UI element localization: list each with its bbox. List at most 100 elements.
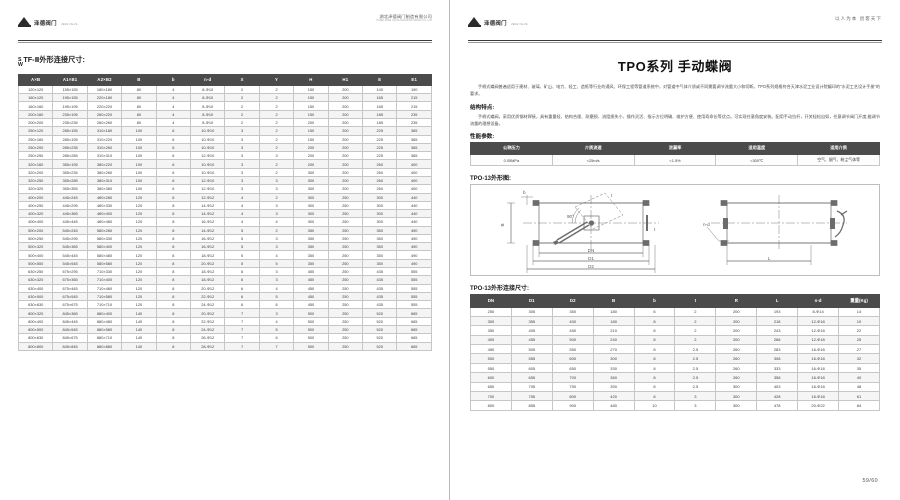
dimension-cell: 14-Φ12 <box>190 209 226 219</box>
dimension-cell: 480×330 <box>86 200 123 211</box>
connection-cell: 8 <box>633 325 676 336</box>
dimension-cell: 6 <box>155 167 192 177</box>
connection-cell: 22 <box>838 325 880 336</box>
connection-cell: 305 <box>510 306 553 317</box>
dimension-cell: 400×320 <box>17 209 54 219</box>
dimension-cell: 2 <box>258 225 295 235</box>
dimension-cell: 3 <box>258 308 295 318</box>
connection-cell: 16-Φ18 <box>797 372 840 383</box>
dimension-cell: 350 <box>362 250 398 260</box>
dimension-cell: 450 <box>293 267 329 277</box>
dimension-cell: 300 <box>362 217 398 227</box>
connection-cell: 358 <box>756 372 799 383</box>
dimension-cell: 400 <box>396 184 432 194</box>
dimension-cell: 120 <box>121 192 157 202</box>
dimension-cell: 4 <box>155 93 192 103</box>
dimension-cell: 5 <box>224 258 260 269</box>
dimension-col-4: b <box>155 74 192 86</box>
dimension-cell: 300 <box>293 175 329 186</box>
dimension-cell: 3 <box>224 175 260 186</box>
dimension-cell: 845×365 <box>52 308 88 318</box>
dimension-cell: 450 <box>293 291 329 302</box>
dimension-cell: 5 <box>258 324 295 335</box>
connection-cell: 650 <box>470 381 512 392</box>
connection-cell: 61 <box>838 390 880 402</box>
dimension-cell: 100 <box>121 134 157 144</box>
connection-cell: 35 <box>838 362 880 374</box>
table-row: 160×160 195×195 220×220 80 4 8-Φ10 2 2 150 200 165… <box>17 101 432 111</box>
dimension-cell: 120 <box>121 258 157 269</box>
connection-cell: 270 <box>592 344 635 355</box>
table-row: 400×200 445×245 480×280 120 8 12-Φ12 4 2 300 250 3… <box>17 192 432 202</box>
connection-cell: 478 <box>756 400 799 411</box>
header-rule <box>468 40 882 41</box>
dimension-cell: 8-Φ10 <box>190 84 226 95</box>
performance-cell: 0.05MPa <box>470 153 553 167</box>
table-row: 400 455 500 240 8 2 200 268 12-Φ18 25 <box>470 334 880 346</box>
dimension-cell: 675×365 <box>52 275 88 285</box>
dimension-cell: 3 <box>258 175 295 186</box>
dimension-cell: 5 <box>258 291 295 302</box>
sw-prefix-bottom: W <box>18 62 23 69</box>
connection-cell: 405 <box>510 325 553 336</box>
table-row: 320×200 355×235 380×260 100 6 10-Φ10 3 2 300 200 2… <box>17 167 432 177</box>
connection-col-8: n-d <box>797 294 840 308</box>
dimension-cell: 880×580 <box>86 324 123 335</box>
connection-cell: 655 <box>510 372 553 383</box>
connection-cell: 200 <box>715 315 758 327</box>
company-logo-right: 泽德阀门 ZEDE VALVE <box>468 13 528 29</box>
outline-drawing: B b DN D1 D2 90° t t n-d L <box>470 184 880 277</box>
dimension-cell: 2 <box>258 109 295 119</box>
dimension-cell: 665 <box>396 324 432 335</box>
dimension-cell: 120 <box>121 275 157 285</box>
dimension-cell: 2 <box>258 117 295 128</box>
dimension-cell: 100 <box>121 167 157 177</box>
connection-cell: 193 <box>756 306 799 317</box>
table-row: 320×160 355×195 380×220 100 6 10-Φ10 3 2 200 200 2… <box>17 159 432 169</box>
dimension-cell: 490 <box>396 242 432 252</box>
dimension-cell: 225 <box>362 134 398 144</box>
dimension-cell: 3 <box>258 275 295 285</box>
connection-cell: 16-Φ18 <box>797 353 840 364</box>
dimension-col-10: E <box>362 74 398 86</box>
dimension-cell: 500 <box>293 341 329 351</box>
dimension-cell: 250 <box>327 209 364 219</box>
left-section-title: S W TF-Ⅱ外形连接尺寸: <box>18 55 432 69</box>
dimension-cell: 120×120 <box>17 84 54 95</box>
dimension-cell: 235 <box>396 117 432 128</box>
dimension-cell: 480×480 <box>86 217 123 227</box>
connection-cell: 300 <box>715 390 758 402</box>
company-slogan: 以人为本 创客天下 <box>834 16 882 21</box>
dimension-cell: 300 <box>293 184 329 194</box>
dimension-cell: 10-Φ10 <box>190 159 226 169</box>
dimension-cell: 500×500 <box>17 258 54 269</box>
dimension-cell: 120 <box>121 300 157 310</box>
dimension-cell: 6 <box>155 151 192 161</box>
table-row: 300 355 400 180 8 2 200 218 12-Φ18 10 <box>470 315 880 327</box>
dimension-cell: 8 <box>155 316 192 327</box>
dimension-cell: 310×180 <box>86 126 123 136</box>
dimension-cell: 3 <box>258 200 295 211</box>
dimension-cell: 2 <box>258 142 295 153</box>
table-row: 200×160 235×195 260×220 80 4 8-Φ10 2 2 150 200 185… <box>17 109 432 119</box>
dimension-cell: 8 <box>155 275 192 285</box>
dimension-cell: 5 <box>224 225 260 235</box>
connection-cell: 16-Φ18 <box>797 344 840 355</box>
connection-cell: 8 <box>633 315 676 327</box>
dimension-cell: 445×365 <box>52 209 88 219</box>
dimension-cell: 2 <box>224 101 260 111</box>
dimension-cell: 365 <box>396 151 432 161</box>
dimension-cell: 320×160 <box>17 159 54 169</box>
performance-col-1: 介质流速 <box>551 141 635 156</box>
table-row: 120×120 155×155 180×180 80 4 8-Φ10 2 2 150 200 140… <box>17 84 432 95</box>
table-row: 250×250 285×285 310×310 100 6 12-Φ10 3 3 200 200 2… <box>17 151 432 161</box>
performance-col-3: 适用温度 <box>715 141 799 156</box>
dimension-cell: 200 <box>327 142 364 153</box>
dimension-cell: 250 <box>327 316 364 327</box>
dimension-cell: 12-Φ10 <box>190 151 226 161</box>
connection-cell: 360 <box>592 372 635 383</box>
connection-cell: 450 <box>470 344 512 355</box>
dimension-cell: 310×260 <box>86 142 123 153</box>
